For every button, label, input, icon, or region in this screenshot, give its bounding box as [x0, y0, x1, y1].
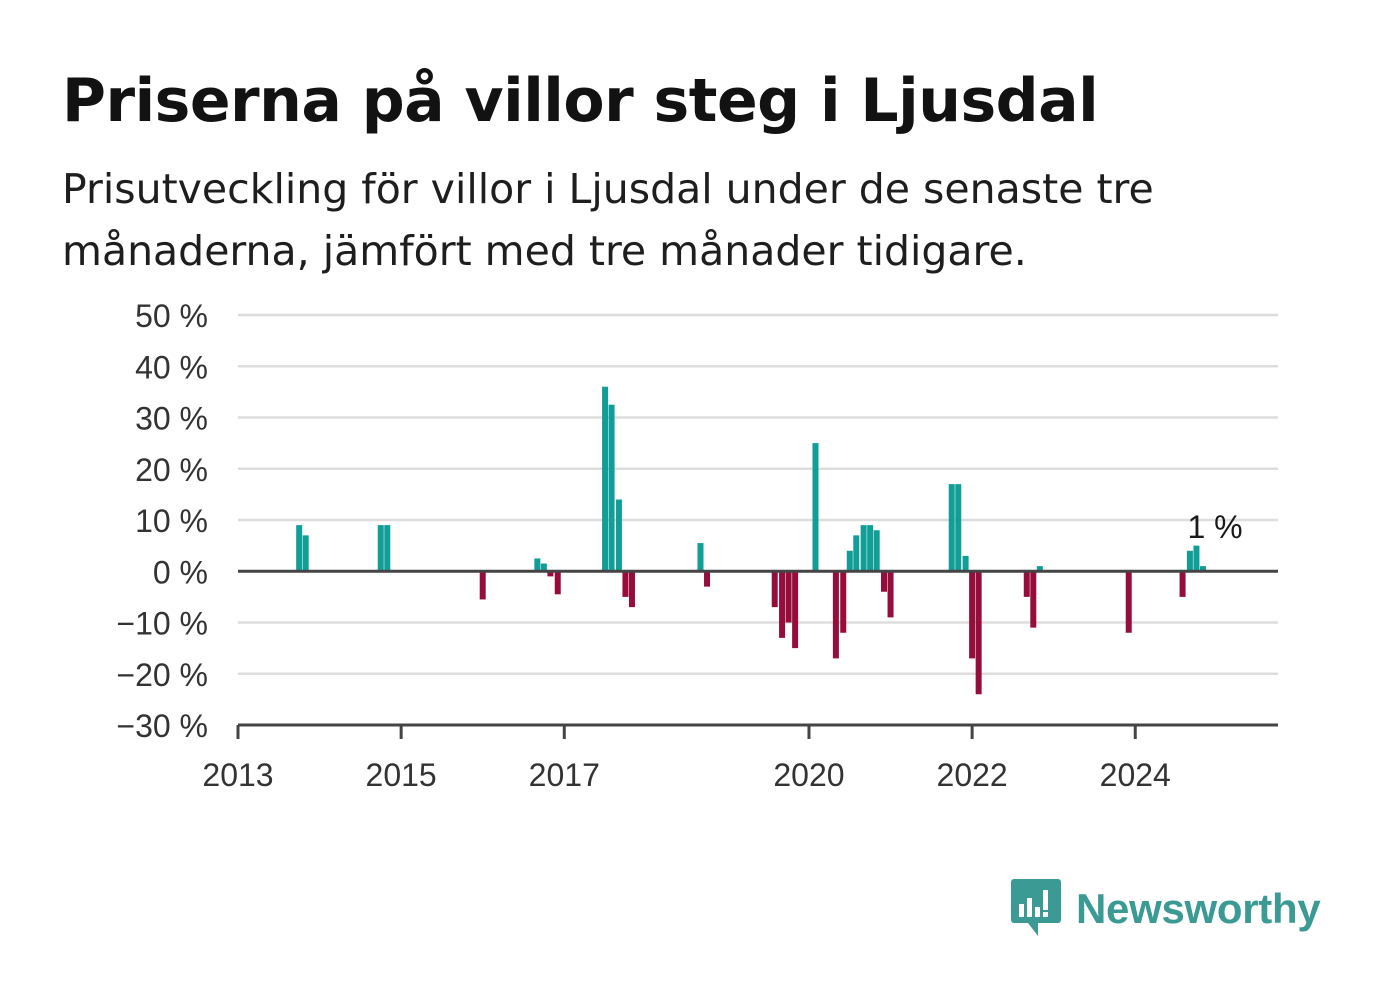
bar: [540, 563, 547, 572]
bar: [846, 550, 853, 572]
x-tick-label: 2024: [1100, 757, 1171, 793]
bar: [962, 555, 969, 572]
bar: [1023, 571, 1030, 597]
bar: [860, 525, 867, 572]
bar: [812, 443, 819, 572]
bar: [377, 525, 384, 572]
y-tick-label: 30 %: [135, 401, 208, 437]
y-tick-label: −30 %: [116, 708, 208, 744]
bar: [602, 386, 609, 572]
last-value-annotation: 1 %: [1187, 509, 1242, 545]
x-axis-tick-labels: 2013 2015 2017 2020 2022 2024: [202, 757, 1170, 793]
bar: [881, 571, 888, 592]
bar: [948, 484, 955, 572]
bar: [628, 571, 635, 608]
y-tick-label: −10 %: [116, 606, 208, 642]
bar: [955, 484, 962, 572]
x-tick-label: 2017: [529, 757, 600, 793]
bar: [832, 571, 839, 659]
bar: [840, 571, 847, 633]
brand-logo: Newsworthy: [1010, 878, 1321, 940]
chart-title: Priserna på villor steg i Ljusdal: [62, 66, 1099, 136]
bar: [534, 558, 541, 572]
bar: [785, 571, 792, 623]
bar: [969, 571, 976, 659]
bar: [887, 571, 894, 618]
axes: [236, 569, 1278, 739]
bar: [302, 535, 309, 572]
brand-name: Newsworthy: [1076, 885, 1321, 932]
bar: [384, 525, 391, 572]
bar: [479, 571, 486, 600]
x-tick-label: 2015: [366, 757, 437, 793]
bar: [873, 530, 880, 572]
bar: [1186, 550, 1193, 572]
bar: [1125, 571, 1132, 633]
y-tick-label: −20 %: [116, 657, 208, 693]
bar: [608, 404, 615, 572]
bar: [622, 571, 629, 597]
bar: [554, 571, 561, 595]
bar: [867, 525, 874, 572]
y-tick-label: 20 %: [135, 452, 208, 488]
bar: [1193, 545, 1200, 572]
y-tick-label: 40 %: [135, 349, 208, 385]
bar: [1030, 571, 1037, 628]
bar: [1036, 566, 1043, 572]
bar: [853, 535, 860, 572]
x-tick-label: 2013: [202, 757, 273, 793]
bar: [1199, 566, 1206, 572]
y-tick-label: 0 %: [153, 554, 208, 590]
x-tick-label: 2022: [937, 757, 1008, 793]
bars: [296, 386, 1206, 695]
x-tick-label: 2020: [773, 757, 844, 793]
bar: [615, 499, 622, 572]
grid-lines: [238, 313, 1278, 675]
y-tick-label: 10 %: [135, 503, 208, 539]
bar: [771, 571, 778, 608]
bar: [704, 571, 711, 587]
bar: [792, 571, 799, 649]
bar: [547, 571, 554, 577]
y-tick-label: 50 %: [135, 298, 208, 334]
bar: [1179, 571, 1186, 597]
chart-subtitle: Prisutveckling för villor i Ljusdal unde…: [62, 165, 1154, 275]
bar: [975, 571, 982, 695]
y-axis-tick-labels: −30 % −20 % −10 % 0 % 10 % 20 % 30 % 40 % 50 %: [116, 298, 208, 744]
bar: [296, 525, 303, 572]
newsworthy-logo-icon: [1011, 879, 1061, 936]
bar: [697, 543, 704, 572]
bar: [779, 571, 786, 638]
